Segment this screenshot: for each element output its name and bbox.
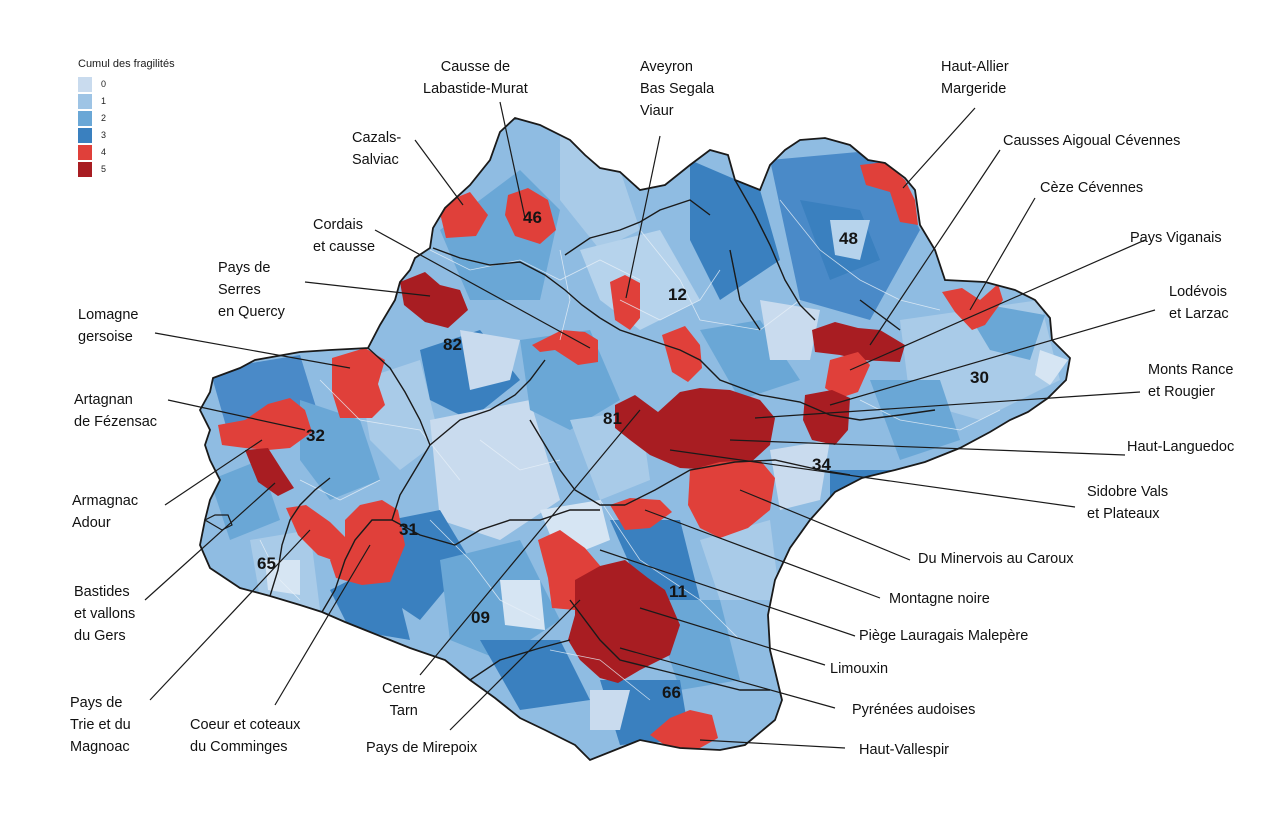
department-label-81: 81 (603, 409, 622, 428)
legend-item: 4 (78, 144, 175, 160)
territory-label-piege-lauragais-malepere: Piège Lauragais Malepère (859, 628, 1029, 644)
territory-label-limouxin: Limouxin (830, 661, 889, 677)
territory-label-causses-aigoual-cevennes: Causses Aigoual Cévennes (1003, 133, 1181, 149)
department-label-32: 32 (306, 426, 325, 445)
department-label-09: 09 (471, 608, 490, 627)
territory-label-cazals-salviac: Cazals- Salviac (352, 130, 402, 168)
territory-label-coeur-et-coteaux-du-comminges: Coeur et coteaux du Comminges (190, 717, 301, 755)
department-label-48: 48 (839, 229, 858, 248)
legend-label: 5 (101, 164, 107, 174)
territory-label-sidobre-vals-et-plateaux: Sidobre Vals et Plateaux (1087, 484, 1169, 522)
territory-label-haut-allier-margeride: Haut-Allier Margeride (941, 59, 1009, 97)
territory-label-armagnac-adour: Armagnac Adour (72, 493, 139, 531)
legend-label: 1 (101, 96, 107, 106)
territory-label-haut-languedoc: Haut-Languedoc (1127, 439, 1235, 455)
legend-item: 2 (78, 110, 175, 126)
territory-label-monts-rance-et-rougier: Monts Rance et Rougier (1148, 362, 1234, 400)
legend-item: 1 (78, 93, 175, 109)
territory-label-du-minervois-au-caroux: Du Minervois au Caroux (918, 551, 1074, 567)
territory-label-pays-de-serres-en-quercy: Pays de Serres en Quercy (218, 260, 285, 320)
blue-patches (210, 120, 1068, 745)
department-label-12: 12 (668, 285, 687, 304)
department-label-34: 34 (812, 455, 831, 474)
territory-label-pays-viganais: Pays Viganais (1130, 230, 1222, 246)
legend-label: 3 (101, 130, 107, 140)
legend-item: 3 (78, 127, 175, 143)
legend-item: 5 (78, 161, 175, 177)
territory-label-ceze-cevennes: Cèze Cévennes (1040, 180, 1144, 196)
territory-label-causse-labastide-murat: Causse de Labastide-Murat (423, 59, 528, 97)
territory-label-lodevois-et-larzac: Lodévois et Larzac (1169, 284, 1229, 322)
department-label-66: 66 (662, 683, 681, 702)
territory-label-artagnan-de-fezensac: Artagnan de Fézensac (74, 392, 158, 430)
territory-label-pays-de-trie-et-du-magnoac: Pays de Trie et du Magnoac (70, 695, 131, 755)
department-label-82: 82 (443, 335, 462, 354)
department-outlines (198, 116, 1071, 762)
department-label-65: 65 (257, 554, 276, 573)
territory-label-centre-tarn: Centre Tarn (382, 681, 426, 719)
legend-label: 2 (101, 113, 107, 123)
fragile-territories (218, 162, 1003, 752)
department-label-11: 11 (669, 582, 687, 601)
legend-label: 0 (101, 79, 107, 89)
territory-label-haut-vallespir: Haut-Vallespir (859, 742, 949, 758)
department-label-46: 46 (523, 208, 542, 227)
territory-label-cordais-et-causse: Cordais et causse (313, 217, 376, 255)
territory-label-lomagne-gersoise: Lomagne gersoise (78, 307, 139, 345)
territory-label-pyrenees-audoises: Pyrénées audoises (852, 702, 976, 718)
legend-swatch (78, 110, 92, 126)
legend: Cumul des fragilités 0 1 2 3 4 5 (78, 58, 175, 178)
territory-label-pays-de-mirepoix: Pays de Mirepoix (366, 740, 478, 756)
legend-swatch (78, 161, 92, 177)
legend-item: 0 (78, 76, 175, 92)
territory-label-bastides-et-vallons-du-gers: Bastides et vallons du Gers (74, 584, 136, 644)
department-label-31: 31 (399, 520, 418, 539)
legend-label: 4 (101, 147, 107, 157)
leader-lines (144, 101, 1156, 749)
internal-lines (259, 199, 1001, 701)
legend-swatch (78, 144, 92, 160)
territory-label-aveyron-bas-segala-viaur: Aveyron Bas Segala Viaur (640, 59, 715, 119)
legend-swatch (78, 76, 92, 92)
legend-swatch (78, 127, 92, 143)
legend-swatch (78, 93, 92, 109)
legend-title: Cumul des fragilités (78, 58, 175, 70)
department-label-30: 30 (970, 368, 989, 387)
legend-items: 0 1 2 3 4 5 (78, 76, 175, 177)
territory-label-montagne-noire: Montagne noire (889, 591, 990, 607)
